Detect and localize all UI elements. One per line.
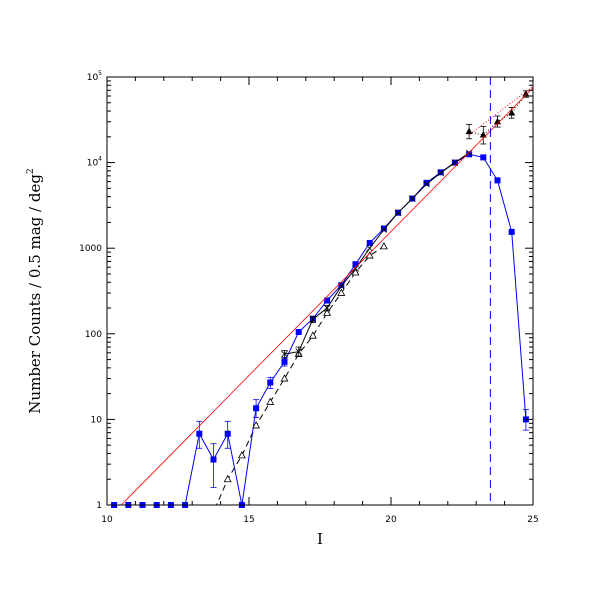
- filled-triangle-marker: [494, 117, 501, 125]
- square-marker: [210, 456, 217, 463]
- series-line: [468, 85, 533, 136]
- open-triangle-marker: [308, 331, 317, 339]
- y-axis-label-text: Number Counts / 0.5 mag / deg: [26, 174, 44, 414]
- square-marker: [494, 177, 501, 184]
- series-line: [468, 93, 527, 136]
- square-marker: [196, 430, 203, 437]
- cross-marker: [323, 304, 331, 312]
- y-axis-label: Number Counts / 0.5 mag / deg2: [26, 168, 44, 413]
- data-layer: [111, 77, 533, 508]
- cross-marker: [366, 244, 373, 252]
- cross-marker: [338, 282, 345, 290]
- square-marker: [224, 430, 231, 437]
- x-tick-label: 20: [385, 515, 397, 525]
- open-triangle-marker: [237, 451, 246, 459]
- square-marker: [466, 151, 473, 158]
- open-triangle-marker: [223, 474, 232, 483]
- cross-marker: [295, 348, 302, 355]
- square-marker: [352, 261, 359, 268]
- series-line: [284, 152, 470, 355]
- y-tick-label: 10: [91, 415, 103, 425]
- open-triangle-marker: [280, 374, 289, 382]
- cross-marker: [423, 180, 430, 188]
- cross-marker: [352, 265, 359, 272]
- open-triangle-marker: [337, 288, 346, 296]
- y-tick-label: 1000: [79, 244, 102, 254]
- x-tick-label: 15: [243, 515, 254, 525]
- x-tick-label: 25: [527, 515, 538, 525]
- filled-triangle-marker: [508, 108, 516, 116]
- x-axis-label: I: [317, 530, 323, 548]
- x-tick-label: 10: [101, 515, 113, 525]
- y-tick-label: 100: [85, 330, 102, 340]
- y-axis-label-superscript: 2: [26, 168, 36, 174]
- series-line: [120, 87, 533, 505]
- square-marker: [253, 405, 260, 412]
- square-marker: [423, 179, 430, 186]
- cross-marker: [451, 159, 459, 166]
- open-triangle-marker: [252, 421, 261, 429]
- cross-marker: [281, 350, 288, 358]
- square-marker: [295, 328, 302, 335]
- square-marker: [324, 297, 331, 304]
- y-tick-label: 104: [87, 156, 102, 169]
- cross-marker: [394, 209, 402, 216]
- square-marker: [267, 379, 274, 386]
- filled-triangle-marker: [465, 127, 473, 135]
- square-marker: [480, 154, 487, 161]
- square-marker: [281, 358, 288, 365]
- series-line: [216, 245, 385, 505]
- open-triangle-marker: [323, 308, 332, 316]
- y-tick-label: 105: [87, 70, 102, 83]
- square-marker: [380, 225, 387, 232]
- tick-layer: 10 15 20 25 1 10 100 1000 104 105: [79, 70, 539, 525]
- square-marker: [366, 240, 373, 247]
- open-triangle-marker: [351, 268, 360, 276]
- cross-marker: [437, 169, 444, 177]
- cross-marker: [309, 315, 317, 323]
- square-marker: [508, 228, 515, 235]
- cross-marker: [380, 226, 388, 233]
- series-line: [114, 153, 527, 505]
- square-marker: [338, 282, 345, 289]
- open-triangle-marker: [379, 242, 388, 250]
- y-tick-label: 1: [96, 501, 102, 511]
- filled-triangle-marker: [522, 90, 530, 97]
- cross-marker: [409, 195, 416, 202]
- open-triangle-marker: [266, 397, 275, 405]
- plot-frame: [106, 76, 534, 506]
